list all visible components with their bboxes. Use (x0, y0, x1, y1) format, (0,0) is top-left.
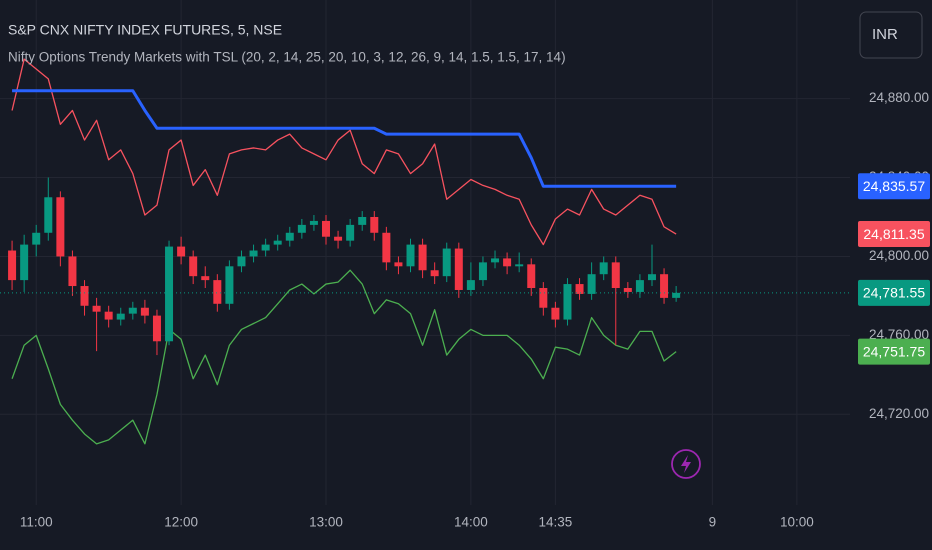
candle-body (128, 307, 137, 314)
x-tick-label: 13:00 (309, 515, 343, 530)
candle-body (104, 311, 113, 320)
candle-body (92, 305, 101, 312)
price-label-box (858, 279, 930, 306)
candle-body (587, 274, 596, 294)
candle-body (527, 264, 536, 289)
candle-body (285, 232, 294, 241)
candle-body (623, 288, 632, 292)
candle-body (80, 286, 89, 306)
candle-body (346, 224, 355, 241)
candle-body (309, 220, 318, 225)
x-tick-label: 11:00 (20, 515, 53, 530)
candle-body (503, 258, 512, 267)
candle-body (635, 280, 644, 292)
candle-body (334, 236, 343, 241)
candle-body (8, 250, 17, 281)
candle-body (515, 264, 524, 267)
candle-body (442, 248, 451, 277)
candle-body (575, 284, 584, 294)
currency-label[interactable]: INR (872, 26, 898, 43)
candle-body (189, 256, 198, 277)
indicator-line (12, 89, 677, 188)
candle-body (563, 284, 572, 320)
candle-body (491, 258, 500, 263)
candle-body (370, 216, 379, 233)
candle-body (116, 313, 125, 320)
candle-body (177, 246, 186, 257)
candle-body (273, 240, 282, 245)
candle-body (647, 274, 656, 281)
y-tick-label: 24,800.00 (869, 248, 929, 263)
candle-body (599, 262, 608, 275)
candle-body (660, 274, 669, 298)
candle-body (213, 280, 222, 304)
axes: 24,720.0024,760.0024,800.0024,840.0024,8… (20, 90, 930, 530)
indicator-line (11, 269, 677, 445)
price-label: 24,835.57 (863, 178, 925, 194)
plot-area (0, 58, 850, 445)
candle-body (358, 216, 367, 225)
candle-body (249, 250, 258, 257)
candle-body (672, 292, 681, 298)
price-label-box (858, 338, 930, 365)
x-tick-label: 14:00 (454, 515, 488, 530)
candle-body (611, 262, 620, 289)
currency-button[interactable] (859, 11, 923, 59)
candle-body (418, 244, 427, 271)
candle-body (297, 224, 306, 233)
x-tick-label: 14:35 (538, 515, 572, 530)
candle-body (225, 266, 234, 304)
candle-body (430, 270, 439, 277)
candle-body (551, 307, 560, 320)
chart-title: S&P CNX NIFTY INDEX FUTURES, 5, NSE (8, 22, 282, 38)
y-tick-label: 24,760.00 (869, 327, 929, 342)
candle-body (32, 232, 41, 245)
candle-body (478, 262, 487, 281)
candle-body (56, 197, 65, 257)
candle-body (237, 256, 246, 267)
price-label: 24,811.35 (863, 226, 924, 242)
candle-body (406, 244, 415, 267)
candle-body (382, 232, 391, 263)
candle-body (454, 248, 463, 290)
price-label: 24,781.55 (863, 285, 925, 301)
candle-body (201, 276, 210, 281)
candle-body (394, 262, 403, 267)
indicator-line (11, 58, 677, 246)
candle-body (539, 288, 548, 308)
x-tick-label: 9 (709, 515, 717, 530)
price-label-box (858, 173, 930, 200)
candle-body (140, 307, 149, 316)
x-tick-label: 12:00 (164, 515, 198, 530)
candle-body (261, 244, 270, 251)
y-tick-label: 24,880.00 (869, 90, 929, 105)
y-tick-label: 24,720.00 (869, 406, 929, 421)
price-label-box (858, 221, 930, 248)
x-tick-label: 10:00 (780, 515, 814, 530)
candle-body (44, 197, 53, 233)
candle-body (152, 315, 161, 342)
indicator-title: Nifty Options Trendy Markets with TSL (2… (8, 50, 566, 65)
candle-body (20, 244, 29, 281)
candle-body (165, 246, 174, 342)
candle-body (466, 280, 475, 290)
candle-body (68, 256, 77, 287)
alert-icon[interactable] (671, 449, 701, 479)
candle-body (321, 220, 330, 237)
price-label: 24,751.75 (863, 343, 925, 359)
